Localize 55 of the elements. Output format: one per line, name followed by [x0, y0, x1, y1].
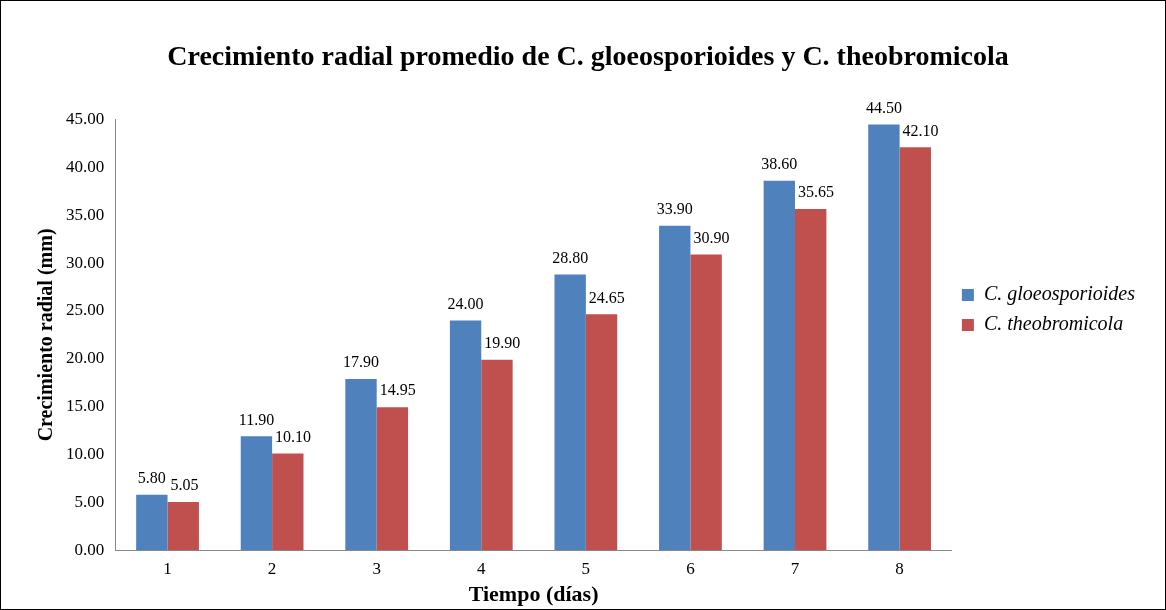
data-label: 5.80	[137, 468, 166, 486]
x-tick-label: 3	[372, 558, 381, 578]
x-tick-label: 7	[790, 558, 800, 578]
bar	[899, 147, 931, 551]
data-label: 38.60	[761, 155, 798, 173]
data-label: 17.90	[343, 353, 380, 371]
data-label: 5.05	[170, 476, 199, 494]
bar	[449, 320, 482, 551]
legend-label: C. gloeosporioides	[983, 282, 1136, 306]
bar	[167, 501, 199, 551]
y-tick-label: 5.00	[74, 491, 105, 511]
y-axis-title: Crecimiento radial (mm)	[34, 228, 58, 442]
data-label: 35.65	[798, 183, 835, 201]
x-axis-title: Tiempo (días)	[468, 581, 599, 607]
y-tick-label: 40.00	[66, 156, 105, 176]
data-label: 24.00	[447, 294, 484, 312]
x-tick-label: 1	[163, 558, 172, 578]
y-tick-label: 45.00	[66, 109, 105, 129]
bar	[659, 225, 691, 551]
data-label: 33.90	[656, 200, 693, 218]
data-label: 30.90	[693, 228, 730, 246]
y-tick-label: 15.00	[66, 396, 105, 416]
y-tick-label: 25.00	[66, 300, 105, 320]
bar	[376, 407, 409, 551]
bar	[136, 494, 168, 551]
y-tick-label: 10.00	[66, 443, 105, 463]
bar	[240, 436, 273, 551]
x-tick-label: 4	[477, 558, 487, 578]
x-tick-label: 2	[267, 558, 277, 578]
data-label: 24.65	[588, 288, 625, 306]
legend-label: C. theobromicola	[983, 312, 1124, 335]
y-tick-label: 30.00	[66, 252, 105, 272]
x-tick-label: 8	[895, 558, 904, 578]
bar	[690, 254, 722, 551]
bar	[868, 124, 900, 551]
bar	[272, 453, 304, 551]
y-tick-label: 20.00	[66, 348, 105, 368]
bar	[795, 209, 827, 551]
bar	[585, 314, 618, 551]
y-tick-label: 0.00	[74, 539, 105, 559]
bar	[554, 274, 586, 551]
x-tick-label: 6	[686, 558, 695, 578]
data-label: 10.10	[275, 427, 312, 445]
y-tick-label: 35.00	[66, 204, 105, 224]
bar	[763, 180, 796, 551]
data-label: 44.50	[865, 98, 902, 116]
data-label: 11.90	[238, 410, 275, 428]
chart-title: Crecimiento radial promedio de C. gloeosporioides y C. theobromicola	[167, 40, 1009, 72]
x-tick-label: 5	[581, 558, 591, 578]
data-label: 42.10	[902, 121, 939, 139]
bar	[345, 378, 377, 551]
data-label: 28.80	[552, 248, 589, 266]
data-label: 14.95	[379, 381, 416, 399]
bar	[481, 359, 513, 551]
data-label: 19.90	[484, 333, 521, 351]
